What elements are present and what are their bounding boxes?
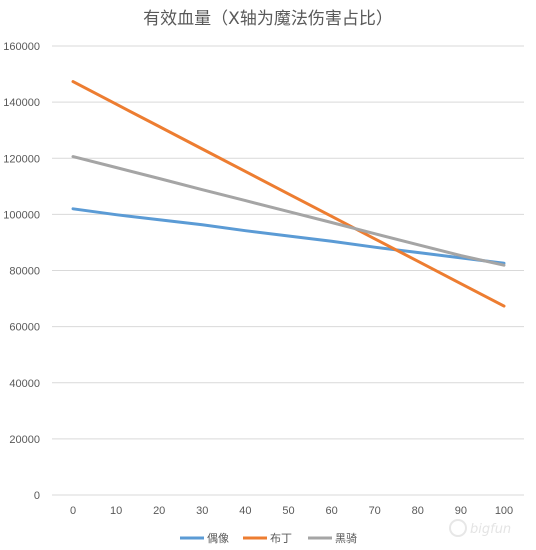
watermark: bigfun <box>449 519 511 537</box>
y-axis-tick-labels: 0 20000 40000 60000 80000 100000 120000 140000 1… <box>3 41 40 502</box>
x-tick-label: 30 <box>196 505 208 517</box>
x-tick-label: 10 <box>110 505 122 517</box>
y-tick-label: 100000 <box>3 209 40 221</box>
y-tick-label: 0 <box>34 490 40 502</box>
gridlines <box>52 45 524 496</box>
x-tick-label: 80 <box>412 505 424 517</box>
x-tick-label: 100 <box>495 505 513 517</box>
series-line <box>71 80 506 308</box>
x-tick-label: 70 <box>369 505 381 517</box>
y-tick-label: 20000 <box>9 434 40 446</box>
legend-label: 布丁 <box>270 532 292 545</box>
x-tick-label: 50 <box>282 505 294 517</box>
legend-label: 偶像 <box>207 532 229 545</box>
y-tick-label: 40000 <box>9 378 40 390</box>
series-line <box>71 207 506 265</box>
x-axis-tick-labels: 0 10 20 30 40 50 60 70 80 90 100 <box>70 505 513 517</box>
watermark-text: bigfun <box>470 522 511 537</box>
x-tick-label: 20 <box>153 505 165 517</box>
series-line <box>71 155 506 267</box>
x-tick-label: 40 <box>239 505 251 517</box>
y-tick-label: 140000 <box>3 97 40 109</box>
x-tick-label: 60 <box>325 505 337 517</box>
series-lines <box>71 80 506 308</box>
legend: 偶像 布丁 黑骑 <box>180 532 357 545</box>
x-tick-label: 90 <box>455 505 467 517</box>
y-tick-label: 80000 <box>9 266 40 278</box>
x-tick-label: 0 <box>70 505 76 517</box>
y-tick-label: 60000 <box>9 322 40 334</box>
bigfun-logo-icon <box>449 519 467 537</box>
legend-label: 黑骑 <box>335 532 357 545</box>
y-tick-label: 160000 <box>3 41 40 53</box>
y-tick-label: 120000 <box>3 153 40 165</box>
chart-title: 有效血量（X轴为魔法伤害占比） <box>143 9 393 29</box>
